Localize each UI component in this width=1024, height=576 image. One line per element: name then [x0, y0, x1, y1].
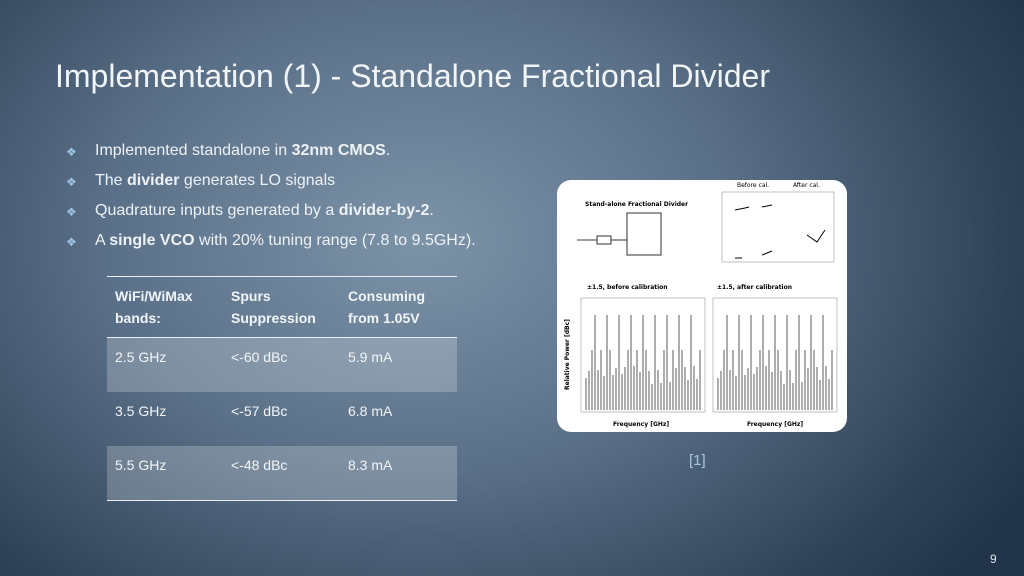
table-cell: 5.5 GHz: [115, 457, 167, 473]
table-cell: WiFi/WiMax bands:: [115, 288, 193, 326]
plot-title: ±1.5, before calibration: [587, 284, 668, 291]
curve: [761, 250, 773, 256]
table-cell: <-57 dBc: [231, 403, 288, 419]
page-number: 9: [990, 552, 997, 566]
table-row: 5.5 GHz <-48 dBc 8.3 mA: [107, 446, 457, 500]
bullet-icon: ❖: [66, 205, 77, 219]
fig-title: Stand-alone Fractional Divider: [585, 201, 688, 208]
text-run: divider: [127, 172, 180, 189]
bullet-icon: ❖: [66, 175, 77, 189]
block: [626, 212, 662, 256]
text-run: with 20% tuning range (7.8 to 9.5GHz).: [194, 232, 476, 249]
bullet: The divider generates LO signals: [95, 172, 335, 190]
small-plot: [721, 191, 835, 263]
text-run: The: [95, 172, 128, 189]
text-run: Implemented standalone in: [95, 142, 292, 159]
text-run: divider-by-2: [338, 202, 430, 219]
figure-bg: [557, 180, 847, 432]
spectrum: [585, 315, 833, 410]
table-cell: 8.3 mA: [348, 457, 393, 473]
bullet-icon: ❖: [66, 235, 77, 249]
citation: [1]: [689, 452, 706, 469]
table-cell: Spurs Suppression: [231, 288, 316, 326]
table-cell: <-48 dBc: [231, 457, 288, 473]
plot-frame: [712, 297, 838, 413]
bullet: A single VCO with 20% tuning range (7.8 …: [95, 232, 476, 250]
table-cell: 6.8 mA: [348, 403, 393, 419]
x-label: Frequency [GHz]: [747, 421, 803, 428]
curve: [761, 204, 773, 208]
bullet: Implemented standalone in 32nm CMOS.: [95, 142, 390, 160]
bullet-icon: ❖: [66, 145, 77, 159]
curve: [806, 229, 826, 243]
table-cell: <-60 dBc: [231, 349, 288, 365]
table-row: 3.5 GHz <-57 dBc 6.8 mA: [107, 392, 457, 446]
title: Implementation (1) - Standalone Fraction…: [55, 58, 770, 94]
text-run: Quadrature inputs generated by a: [95, 202, 339, 219]
text-run: 32nm CMOS: [291, 142, 386, 159]
text-run: .: [429, 202, 434, 219]
table-cell: 2.5 GHz: [115, 349, 167, 365]
legend: Before cal.: [737, 182, 769, 189]
text-run: generates LO signals: [179, 172, 336, 189]
table-cell: 5.9 mA: [348, 349, 393, 365]
text-run: .: [385, 142, 391, 159]
figure: Stand-alone Fractional Divider Before ca…: [557, 180, 847, 432]
curve: [734, 206, 750, 211]
bullet: Quadrature inputs generated by a divider…: [95, 202, 434, 220]
table-cell: Consuming from 1.05V: [348, 288, 425, 326]
table-row: WiFi/WiMax bands: Spurs Suppression Consum…: [107, 277, 457, 338]
plot-title: ±1.5, after calibration: [717, 284, 792, 291]
x-label: Frequency [GHz]: [613, 421, 669, 428]
table: WiFi/WiMax bands: Spurs Suppression Consum…: [107, 276, 457, 501]
text-run: A: [95, 232, 110, 249]
y-label: Relative Power [dBc]: [564, 319, 571, 390]
legend: After cal.: [793, 182, 820, 189]
text-run: single VCO: [109, 232, 195, 249]
table-row: 2.5 GHz <-60 dBc 5.9 mA: [107, 338, 457, 392]
plot-frame: [580, 297, 706, 413]
table-cell: 3.5 GHz: [115, 403, 167, 419]
